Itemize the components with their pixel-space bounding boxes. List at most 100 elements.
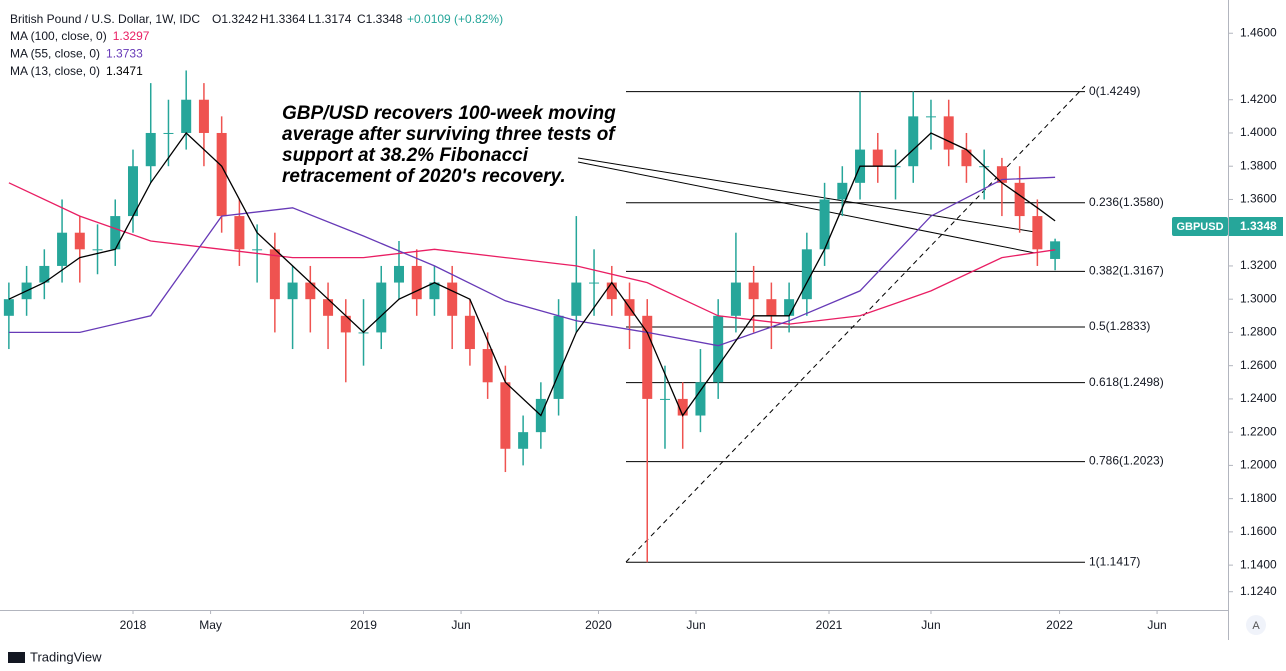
candle-body bbox=[74, 232, 85, 250]
candle-body bbox=[872, 149, 883, 167]
y-tick-label: 1.4200 bbox=[1240, 92, 1277, 106]
candle-body bbox=[642, 315, 653, 399]
candle-body bbox=[908, 116, 919, 167]
x-tick-label: 2021 bbox=[816, 618, 843, 632]
annotation: average after surviving three tests of bbox=[282, 124, 616, 145]
price-change: +0.0109 (+0.82%) bbox=[407, 12, 503, 26]
candle-body bbox=[943, 116, 954, 150]
candle-body bbox=[216, 132, 227, 217]
moving-average-line bbox=[8, 182, 1056, 325]
y-tick-label: 1.1240 bbox=[1240, 584, 1277, 598]
candle-body bbox=[784, 299, 795, 316]
candle-body bbox=[553, 315, 564, 399]
annotation: retracement of 2020's recovery. bbox=[282, 166, 566, 187]
candle-body bbox=[287, 282, 298, 300]
candle-body bbox=[996, 166, 1007, 183]
x-tick-label: 2018 bbox=[120, 618, 147, 632]
candle-body bbox=[606, 282, 617, 300]
candle-body bbox=[1014, 182, 1025, 217]
candle-body bbox=[659, 398, 670, 400]
candle-body bbox=[305, 282, 316, 300]
candle-body bbox=[92, 249, 103, 251]
candle-body bbox=[730, 282, 741, 316]
ohlc-value: O1.3242 bbox=[212, 12, 258, 26]
y-tick-label: 1.3600 bbox=[1240, 192, 1277, 206]
ohlc-value: H1.3364 bbox=[260, 12, 306, 26]
legend-entry: MA (100, close, 0) bbox=[10, 29, 107, 43]
fib-label: 0.382(1.3167) bbox=[1089, 264, 1164, 278]
candle-body bbox=[500, 382, 511, 449]
axis-button-bg bbox=[1246, 615, 1266, 635]
candle-body bbox=[234, 216, 245, 250]
ohlc-value: C1.3348 bbox=[357, 12, 403, 26]
candle-body bbox=[39, 265, 50, 283]
fib-label: 0.786(1.2023) bbox=[1089, 454, 1164, 468]
y-tick-label: 1.4000 bbox=[1240, 125, 1277, 139]
legend-value: 1.3733 bbox=[106, 47, 143, 61]
legend-value: 1.3297 bbox=[113, 29, 150, 43]
y-tick-label: 1.2200 bbox=[1240, 424, 1277, 438]
candle-body bbox=[411, 265, 422, 300]
price-tag: 1.3348 bbox=[1240, 219, 1277, 233]
candle-body bbox=[252, 249, 263, 251]
candle-body bbox=[393, 265, 404, 283]
candle-body bbox=[163, 132, 174, 134]
y-tick-label: 1.3800 bbox=[1240, 158, 1277, 172]
x-tick-label: 2019 bbox=[350, 618, 377, 632]
candle-body bbox=[376, 282, 387, 333]
pointer-line bbox=[577, 161, 1036, 254]
fib-label: 0(1.4249) bbox=[1089, 84, 1140, 98]
candle-body bbox=[819, 199, 830, 250]
candle-body bbox=[571, 282, 582, 316]
candle-body bbox=[464, 315, 475, 350]
y-tick-label: 1.2000 bbox=[1240, 458, 1277, 472]
fib-label: 1(1.1417) bbox=[1089, 554, 1140, 568]
x-tick-label: Jun bbox=[1147, 618, 1166, 632]
candle-body bbox=[269, 249, 280, 300]
candle-body bbox=[766, 299, 777, 316]
fib-label: 0.618(1.2498) bbox=[1089, 375, 1164, 389]
candle-body bbox=[482, 349, 493, 383]
price-tag-bg bbox=[1229, 217, 1283, 236]
candle-body bbox=[589, 282, 600, 284]
moving-average-line bbox=[8, 176, 1056, 347]
moving-average-line bbox=[8, 132, 1056, 417]
candle-body bbox=[429, 282, 440, 300]
x-tick-label: Jun bbox=[686, 618, 705, 632]
candle-body bbox=[961, 149, 972, 167]
annotation: GBP/USD recovers 100-week moving bbox=[282, 103, 616, 124]
x-tick-label: Jun bbox=[921, 618, 940, 632]
fib-label: 0.5(1.2833) bbox=[1089, 319, 1150, 333]
candle-body bbox=[837, 182, 848, 200]
candle-body bbox=[925, 116, 936, 118]
candle-body bbox=[695, 382, 706, 416]
legend-entry: MA (13, close, 0) bbox=[10, 64, 100, 78]
symbol-tag: GBPUSD bbox=[1176, 221, 1223, 233]
legend-value: 1.3471 bbox=[106, 64, 143, 78]
candle-body bbox=[198, 99, 209, 133]
candle-body bbox=[677, 398, 688, 416]
y-tick-label: 1.1800 bbox=[1240, 491, 1277, 505]
x-tick-label: 2020 bbox=[585, 618, 612, 632]
candle-body bbox=[57, 232, 68, 266]
candle-body bbox=[127, 166, 138, 217]
x-tick-label: May bbox=[199, 618, 222, 632]
candle-body bbox=[323, 299, 334, 316]
candle-body bbox=[447, 282, 458, 316]
x-tick-label: 2022 bbox=[1046, 618, 1073, 632]
y-tick-label: 1.2600 bbox=[1240, 358, 1277, 372]
annotation: support at 38.2% Fibonacci bbox=[282, 145, 529, 166]
symbol-tag-bg bbox=[1172, 217, 1228, 236]
candle-body bbox=[181, 99, 192, 133]
ohlc-value: L1.3174 bbox=[308, 12, 352, 26]
fib-trend-line bbox=[625, 85, 1086, 563]
candle-body bbox=[110, 216, 121, 250]
candle-body bbox=[713, 315, 724, 383]
y-tick-label: 1.1600 bbox=[1240, 524, 1277, 538]
candle-body bbox=[3, 299, 14, 316]
candle-body bbox=[145, 132, 156, 167]
pointer-line bbox=[577, 157, 1036, 233]
fib-label: 0.236(1.3580) bbox=[1089, 195, 1164, 209]
chart-title: British Pound / U.S. Dollar, 1W, IDC bbox=[10, 12, 200, 26]
